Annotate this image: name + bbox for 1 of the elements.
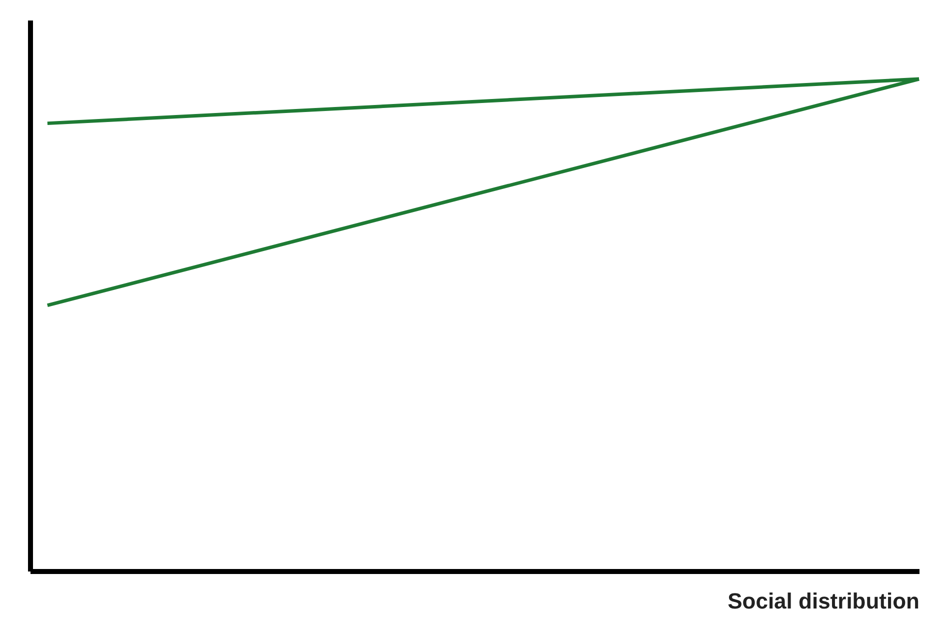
x-axis-title: Social distribution (728, 588, 920, 614)
